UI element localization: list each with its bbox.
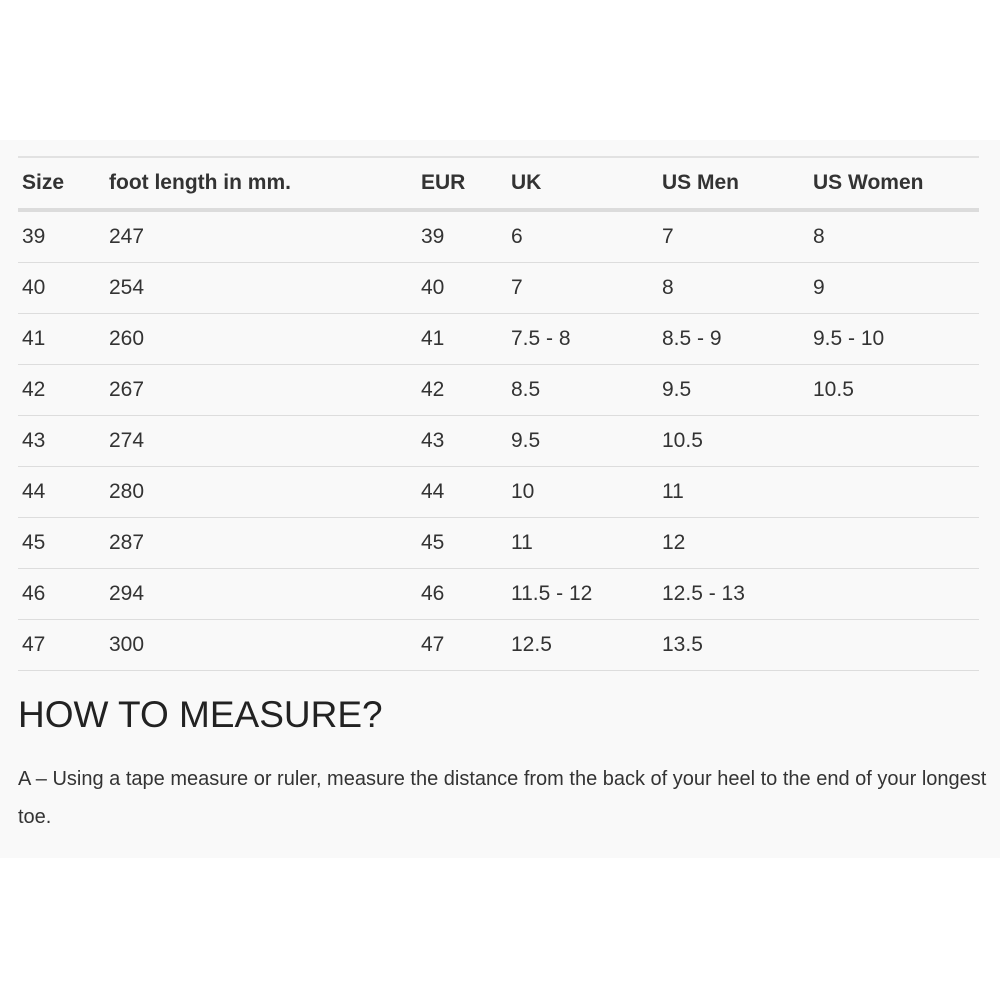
table-row: 40 254 40 7 8 9 (18, 263, 979, 314)
cell-us-women (809, 569, 979, 620)
cell-uk: 10 (511, 480, 535, 503)
cell-eur: 43 (421, 429, 445, 452)
cell-size: 40 (22, 276, 46, 299)
table-row: 47 300 47 12.5 13.5 (18, 620, 979, 671)
cell-foot-length: 247 (109, 225, 145, 248)
content-background (0, 140, 1000, 858)
cell-us-women: 9 (813, 276, 825, 299)
cell-us-men: 7 (662, 225, 674, 248)
cell-us-women (809, 416, 979, 467)
cell-us-men: 10.5 (662, 429, 703, 452)
cell-uk: 11.5 - 12 (511, 582, 593, 605)
cell-us-men: 11 (662, 480, 684, 503)
header-size: Size (22, 171, 65, 194)
cell-foot-length: 260 (109, 327, 145, 350)
header-foot-length: foot length in mm. (109, 171, 291, 194)
cell-eur: 45 (421, 531, 445, 554)
header-us-women: US Women (813, 171, 924, 194)
cell-uk: 12.5 (511, 633, 552, 656)
cell-size: 39 (22, 225, 46, 248)
cell-us-women (809, 467, 979, 518)
cell-us-men: 13.5 (662, 633, 703, 656)
cell-uk: 11 (511, 531, 533, 554)
cell-eur: 41 (421, 327, 445, 350)
cell-size: 45 (22, 531, 46, 554)
cell-uk: 7.5 - 8 (511, 327, 571, 350)
cell-us-women: 9.5 - 10 (813, 327, 885, 350)
cell-us-men: 8 (662, 276, 674, 299)
table-row: 41 260 41 7.5 - 8 8.5 - 9 9.5 - 10 (18, 314, 979, 365)
table-row: 43 274 43 9.5 10.5 (18, 416, 979, 467)
cell-eur: 44 (421, 480, 445, 503)
cell-uk: 9.5 (511, 429, 541, 452)
size-chart-table: Size foot length in mm. EUR UK US Men US… (18, 156, 979, 671)
header-eur: EUR (421, 171, 466, 194)
cell-us-men: 8.5 - 9 (662, 327, 722, 350)
cell-foot-length: 267 (109, 378, 145, 401)
cell-eur: 39 (421, 225, 445, 248)
cell-size: 42 (22, 378, 46, 401)
table-row: 44 280 44 10 11 (18, 467, 979, 518)
table-header-row: Size foot length in mm. EUR UK US Men US… (18, 157, 979, 210)
header-uk: UK (511, 171, 542, 194)
cell-foot-length: 300 (109, 633, 145, 656)
header-us-men: US Men (662, 171, 740, 194)
table-row: 39 247 39 6 7 8 (18, 210, 979, 263)
cell-eur: 40 (421, 276, 445, 299)
cell-us-men: 9.5 (662, 378, 692, 401)
cell-size: 43 (22, 429, 46, 452)
cell-foot-length: 254 (109, 276, 145, 299)
table-row: 46 294 46 11.5 - 12 12.5 - 13 (18, 569, 979, 620)
cell-uk: 8.5 (511, 378, 541, 401)
cell-us-men: 12 (662, 531, 686, 554)
cell-uk: 7 (511, 276, 523, 299)
cell-size: 47 (22, 633, 46, 656)
cell-size: 44 (22, 480, 46, 503)
cell-us-women (809, 620, 979, 671)
cell-eur: 47 (421, 633, 445, 656)
cell-foot-length: 287 (109, 531, 145, 554)
cell-size: 41 (22, 327, 46, 350)
cell-eur: 46 (421, 582, 445, 605)
table-row: 42 267 42 8.5 9.5 10.5 (18, 365, 979, 416)
how-to-measure-text: A – Using a tape measure or ruler, measu… (18, 768, 987, 828)
cell-size: 46 (22, 582, 46, 605)
cell-us-women: 8 (813, 225, 825, 248)
cell-uk: 6 (511, 225, 523, 248)
cell-eur: 42 (421, 378, 445, 401)
cell-us-men: 12.5 - 13 (662, 582, 745, 605)
cell-foot-length: 294 (109, 582, 145, 605)
table-row: 45 287 45 11 12 (18, 518, 979, 569)
cell-foot-length: 280 (109, 480, 145, 503)
cell-foot-length: 274 (109, 429, 145, 452)
cell-us-women: 10.5 (813, 378, 854, 401)
cell-us-women (809, 518, 979, 569)
how-to-measure-heading: HOW TO MEASURE? (18, 694, 383, 735)
